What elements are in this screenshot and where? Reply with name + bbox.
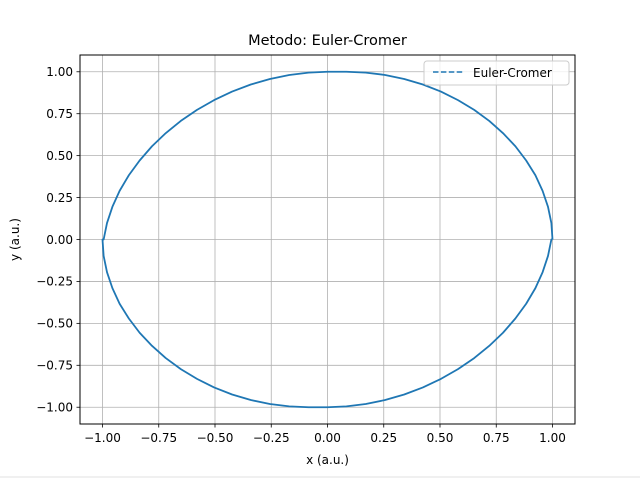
y-tick-label: 0.50 — [46, 149, 73, 163]
y-tick-label: 0.25 — [46, 191, 73, 205]
x-tick-label: −1.00 — [84, 431, 121, 445]
y-tick-label: −0.25 — [36, 275, 73, 289]
y-tick-label: −1.00 — [36, 401, 73, 415]
x-axis: −1.00 −0.75 −0.50 −0.25 0.00 0.25 0.50 0.75 1.00 — [84, 424, 566, 445]
series-line-euler-cromer — [101, 70, 554, 409]
window-bottom-edge — [0, 476, 640, 478]
y-tick-label: 0.75 — [46, 107, 73, 121]
x-tick-label: −0.75 — [140, 431, 177, 445]
x-tick-label: −0.50 — [197, 431, 234, 445]
y-axis-label: y (a.u.) — [8, 218, 22, 261]
x-tick-label: 0.50 — [427, 431, 454, 445]
y-tick-label: −0.50 — [36, 317, 73, 331]
legend-label: Euler-Cromer — [473, 66, 552, 80]
y-tick-label: −0.75 — [36, 359, 73, 373]
y-tick-label: 1.00 — [46, 65, 73, 79]
y-axis: −1.00 −0.75 −0.50 −0.25 0.00 0.25 0.50 0.75 1.00 — [36, 65, 80, 415]
legend: Euler-Cromer — [423, 60, 570, 86]
x-tick-label: 0.00 — [314, 431, 341, 445]
x-axis-label: x (a.u.) — [306, 453, 349, 467]
y-grid — [80, 71, 575, 408]
x-tick-label: −0.25 — [253, 431, 290, 445]
series-layer — [101, 70, 554, 409]
x-tick-label: 0.25 — [370, 431, 397, 445]
legend-box — [423, 60, 570, 86]
x-tick-label: 0.75 — [483, 431, 510, 445]
y-tick-label: 0.00 — [46, 233, 73, 247]
chart-title: Metodo: Euler-Cromer — [248, 33, 407, 49]
x-tick-label: 1.00 — [539, 431, 566, 445]
